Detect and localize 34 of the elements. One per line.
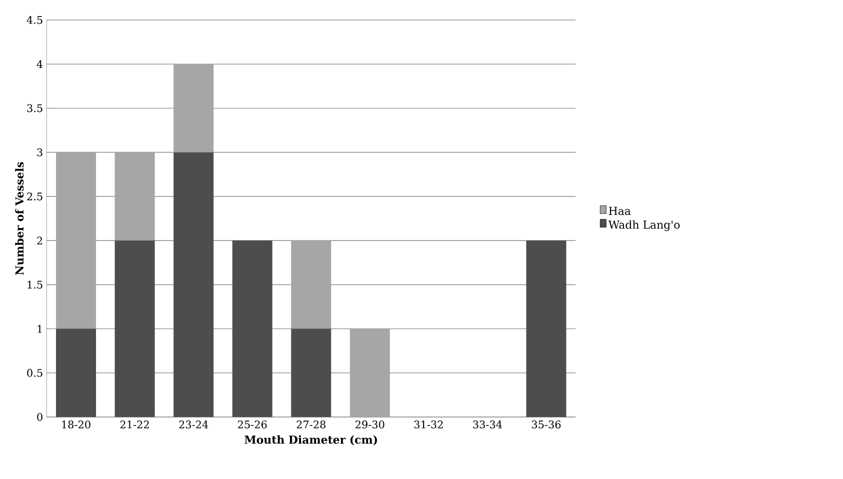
y-tick-label: 4.5	[26, 16, 42, 24]
x-tick-label: 23-24	[179, 420, 208, 428]
y-tick-label: 3.5	[27, 104, 42, 112]
y-tick-label: 1	[38, 324, 42, 333]
y-tick-label: 4	[36, 60, 43, 68]
bar	[114, 152, 155, 241]
x-tick-label: 18-20	[62, 420, 90, 428]
y-tick-label: 2	[37, 236, 42, 244]
bar	[114, 240, 155, 417]
y-tick-label: 0	[37, 413, 42, 421]
bar	[56, 328, 96, 417]
x-tick-label: 21-22	[120, 420, 149, 428]
bar	[526, 240, 566, 417]
bar	[174, 64, 214, 152]
bar	[291, 240, 332, 329]
x-tick-label: 31-32	[414, 420, 443, 428]
y-axis-title: Number of Vessels	[15, 162, 24, 275]
y-tick-label: 3	[37, 148, 42, 156]
bar	[56, 152, 96, 329]
x-tick-label: 27-28	[296, 420, 326, 428]
y-tick-label: 0.5	[27, 368, 42, 377]
bar	[350, 328, 390, 417]
legend-label: Haa	[608, 206, 631, 215]
y-tick-label: 2.5	[27, 192, 42, 200]
bar	[174, 152, 214, 417]
x-tick-label: 29-30	[356, 420, 384, 428]
bar	[291, 328, 332, 417]
legend-label: Wadh Lang'o	[608, 220, 680, 232]
bar	[232, 240, 272, 417]
x-tick-label: 25-26	[238, 420, 267, 428]
x-axis-title: Mouth Diameter (cm)	[244, 435, 377, 446]
x-tick-label: 33-34	[473, 420, 502, 428]
x-tick-label: 35-36	[532, 420, 561, 428]
y-tick-label: 1.5	[28, 280, 42, 289]
